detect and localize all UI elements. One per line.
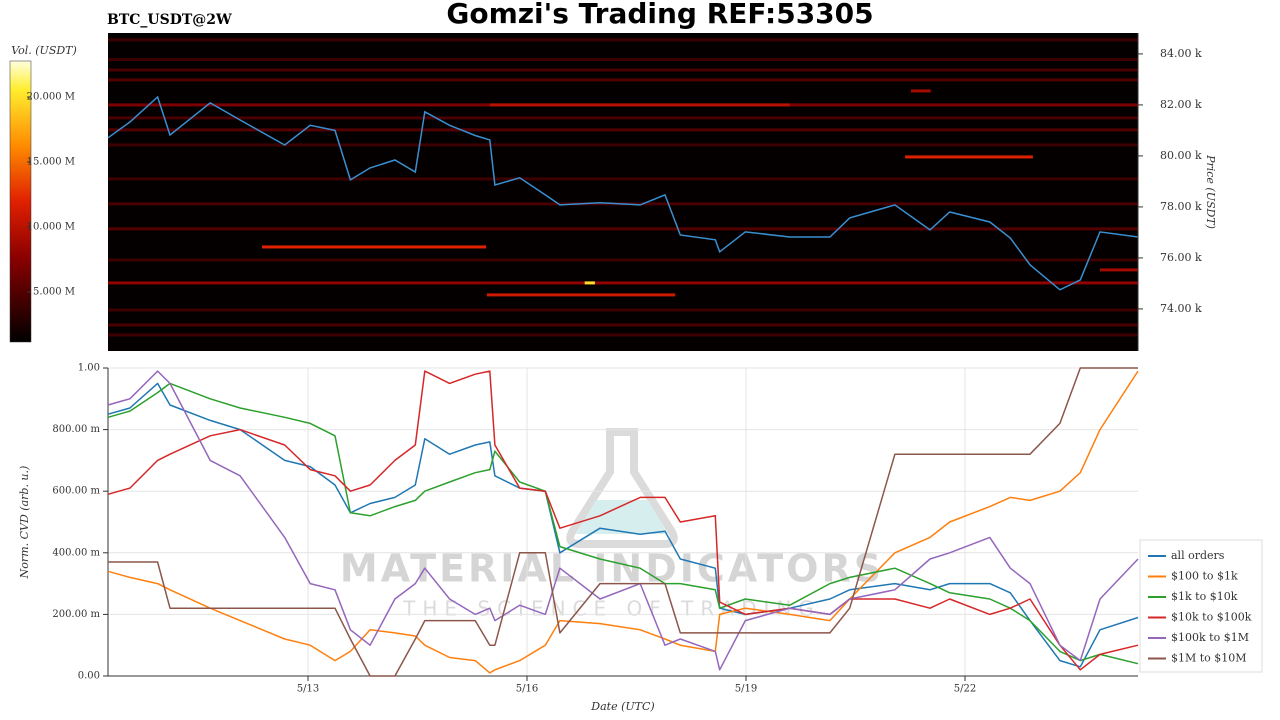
heatmap-cell (108, 116, 1138, 120)
cvd-line (107, 382, 1139, 665)
heatmap-cell (108, 323, 1138, 327)
heatmap-bg (108, 33, 1138, 351)
y-tick-label: 74.00 k (1160, 302, 1202, 315)
y-tick-label: 200.00 m (52, 609, 100, 620)
heatmap-cell (108, 258, 1138, 262)
heatmap-cell (108, 38, 1138, 42)
heatmap-cell (108, 68, 1138, 72)
title: Gomzi's Trading REF:53305 (446, 0, 873, 30)
y-axis-label: Price (USDT) (1204, 154, 1217, 229)
y-tick-label: 0.00 (78, 671, 100, 682)
y-tick-label: 82.00 k (1160, 98, 1202, 111)
heatmap-cell (108, 227, 1138, 231)
colorbar-tick-label: 15.000 M (27, 156, 75, 167)
x-tick-label: 5/22 (954, 684, 976, 695)
cvd-line (107, 370, 1139, 671)
y-tick-label: 600.00 m (52, 486, 100, 497)
y-tick-label: 800.00 m (52, 424, 100, 435)
y-tick-label: 80.00 k (1160, 149, 1202, 162)
colorbar-label: Vol. (USDT) (11, 44, 77, 57)
heatmap-cell (486, 293, 676, 297)
flask-liquid (576, 500, 668, 534)
heatmap-cell (108, 333, 1138, 337)
heatmap-cell (108, 143, 1138, 147)
cvd-line (108, 367, 1138, 677)
y-tick-label: 78.00 k (1160, 200, 1202, 213)
legend-label: $100 to $1k (1171, 570, 1238, 583)
heatmap-cell (910, 89, 931, 93)
y-axis-label: Norm. CVD (arb. u.) (18, 466, 31, 580)
legend-label: $1M to $10M (1171, 652, 1247, 665)
legend-label: $1k to $10k (1171, 590, 1238, 603)
cvd-line (107, 370, 1139, 671)
heatmap-cell (489, 103, 790, 107)
heatmap-cell (262, 245, 487, 249)
colorbar (9, 60, 32, 343)
heatmap-cell (584, 281, 595, 285)
y-tick-label: 84.00 k (1160, 47, 1202, 60)
heatmap-cell (108, 308, 1138, 312)
flask-icon (566, 428, 678, 548)
colorbar-tick-label: 20.000 M (27, 92, 75, 103)
y-tick-label: 1.00 (78, 363, 100, 374)
heatmap-cell (108, 58, 1138, 62)
y-tick-label: 76.00 k (1160, 251, 1202, 264)
x-tick-label: 5/16 (516, 684, 538, 695)
heatmap-cell (108, 281, 1138, 285)
legend-label: all orders (1171, 549, 1225, 562)
colorbar-tick-label: 5.000 M (33, 286, 75, 297)
heatmap-cell (108, 177, 1138, 181)
x-tick-label: 5/19 (735, 684, 757, 695)
heatmap-cell (108, 128, 1138, 132)
legend-label: $100k to $1M (1171, 631, 1249, 644)
colorbar-tick-label: 10.000 M (27, 221, 75, 232)
symbol: BTC_USDT@2W (107, 12, 232, 28)
cvd-line (107, 382, 1139, 668)
x-axis-label: Date (UTC) (590, 700, 654, 713)
legend-box (1139, 539, 1263, 673)
price-line (107, 95, 1139, 291)
x-tick-label: 5/13 (297, 684, 319, 695)
heatmap-cell (108, 78, 1138, 82)
legend-label: $10k to $100k (1171, 611, 1252, 624)
cvd-line (107, 370, 1139, 674)
heatmap-cell (905, 155, 1033, 159)
heatmap-cell (1100, 268, 1138, 272)
y-tick-label: 400.00 m (52, 547, 100, 558)
